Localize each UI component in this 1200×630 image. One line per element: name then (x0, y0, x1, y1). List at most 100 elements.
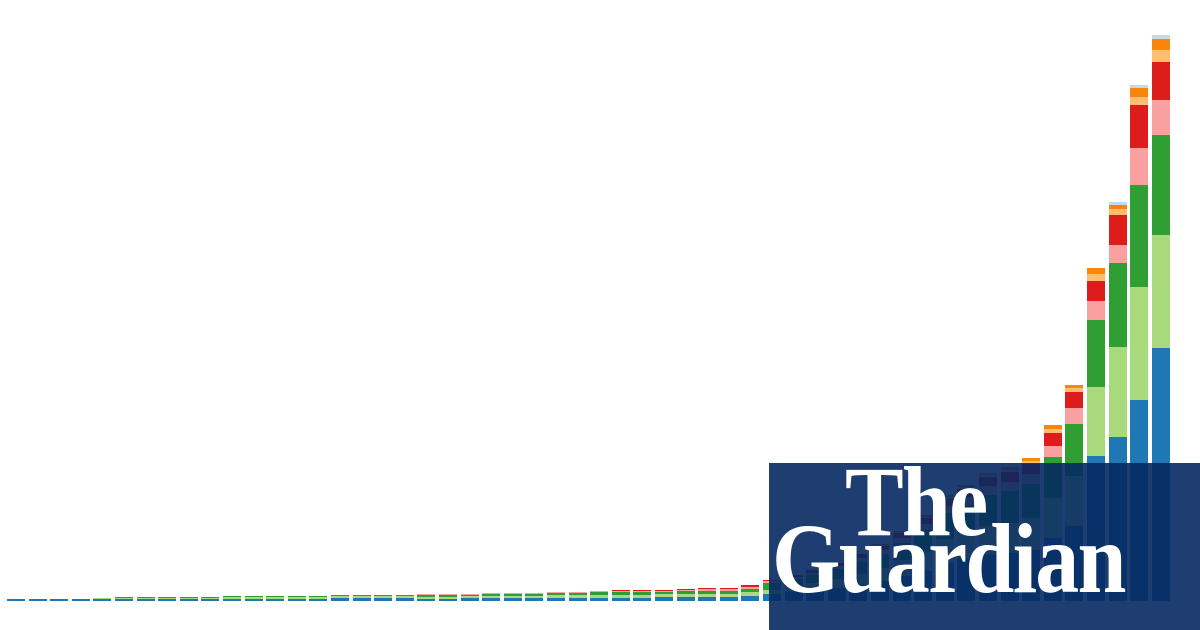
bar-20 (417, 594, 436, 601)
segment-red (633, 590, 652, 591)
segment-light-orange (1065, 388, 1084, 392)
bar-8 (158, 597, 177, 601)
segment-blue (50, 598, 69, 601)
segment-orange (1043, 425, 1062, 429)
segment-light-green (352, 596, 371, 598)
segment-blue (655, 597, 673, 601)
bar-14 (287, 595, 306, 601)
segment-dark-green (115, 597, 133, 598)
segment-blue (115, 599, 133, 601)
segment-orange (1065, 385, 1084, 388)
bar-21 (439, 594, 457, 601)
segment-red (719, 587, 738, 589)
segment-blue (482, 598, 501, 601)
segment-light-green (115, 598, 133, 599)
segment-blue (417, 598, 436, 601)
segment-light-orange (1087, 274, 1105, 281)
segment-light-green (460, 596, 479, 598)
segment-dark-green (136, 597, 155, 598)
segment-orange (1130, 88, 1149, 97)
segment-red (1108, 215, 1127, 245)
segment-dark-green (158, 597, 177, 598)
segment-blue (309, 598, 328, 601)
segment-blue (201, 599, 220, 601)
segment-light-green (309, 596, 328, 599)
segment-pink (460, 593, 479, 595)
segment-light-green (179, 597, 198, 599)
bar-27 (568, 591, 587, 601)
segment-light-green (719, 593, 738, 597)
bar-29 (611, 590, 630, 601)
segment-dark-green (1108, 263, 1127, 347)
bar-26 (547, 592, 565, 601)
segment-dark-green (244, 596, 263, 597)
segment-pink (611, 591, 630, 592)
segment-light-green (676, 594, 695, 597)
segment-light-green (136, 598, 155, 599)
segment-red (1087, 281, 1105, 301)
segment-blue (633, 597, 652, 601)
segment-blue (611, 597, 630, 601)
guardian-logo-guardian: Guardian (772, 503, 1126, 614)
segment-dark-green (417, 595, 436, 597)
segment-blue (7, 599, 25, 601)
segment-blue (547, 597, 565, 601)
bar-17 (352, 595, 371, 601)
segment-pale-blue-cap (1130, 85, 1149, 88)
segment-dark-green (395, 594, 414, 596)
segment-blue (266, 598, 285, 601)
segment-dark-green (741, 588, 760, 592)
bar-11 (223, 596, 241, 601)
bar-24 (503, 593, 522, 601)
segment-pink (1043, 446, 1062, 457)
segment-blue (331, 598, 349, 601)
segment-blue (244, 598, 263, 601)
bar-7 (136, 597, 155, 601)
segment-pink (1130, 148, 1149, 185)
bar-10 (201, 596, 220, 601)
segment-pink (525, 592, 544, 594)
segment-light-green (611, 594, 630, 598)
segment-light-green (655, 594, 673, 597)
bar-16 (331, 595, 349, 601)
bar-28 (590, 591, 609, 601)
segment-pink (1087, 301, 1105, 320)
segment-light-green (1108, 347, 1127, 437)
segment-blue (158, 599, 177, 601)
bar-12 (244, 596, 263, 601)
segment-pink (719, 589, 738, 591)
segment-blue (590, 597, 609, 601)
segment-light-green (1130, 287, 1149, 400)
segment-red (655, 589, 673, 591)
bar-33 (698, 588, 717, 601)
segment-dark-green (482, 594, 501, 596)
segment-light-orange (1043, 429, 1062, 433)
segment-light-orange (1108, 209, 1127, 215)
segment-light-green (287, 596, 306, 599)
bar-19 (395, 594, 414, 601)
segment-dark-green (201, 596, 220, 598)
segment-light-green (1151, 235, 1170, 348)
segment-blue (503, 598, 522, 601)
segment-red (1065, 392, 1084, 408)
bar-9 (179, 596, 198, 601)
segment-red (611, 590, 630, 591)
bar-13 (266, 596, 285, 601)
segment-pink (1151, 100, 1170, 135)
segment-dark-green (266, 596, 285, 597)
segment-dark-green (460, 594, 479, 596)
segment-dark-green (223, 596, 241, 597)
segment-light-green (93, 598, 112, 599)
segment-blue (741, 596, 760, 601)
bar-34 (719, 587, 738, 601)
segment-dark-green (352, 595, 371, 596)
segment-dark-green (633, 592, 652, 595)
segment-blue (395, 598, 414, 601)
segment-dark-green (331, 595, 349, 596)
bar-2 (28, 599, 47, 601)
segment-dark-green (719, 590, 738, 594)
bar-4 (71, 598, 90, 601)
segment-light-green (482, 596, 501, 598)
bar-18 (374, 594, 393, 601)
